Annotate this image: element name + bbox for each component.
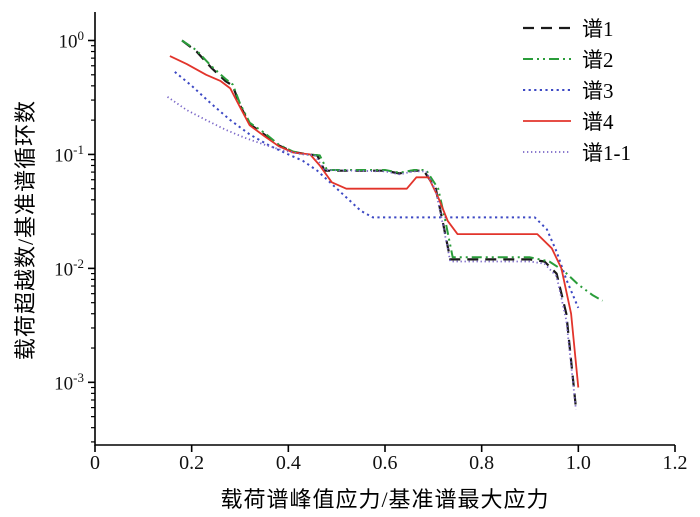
legend: 谱1 谱2 谱3 谱4 谱1-1: [522, 12, 631, 167]
legend-label: 谱4: [582, 109, 614, 134]
legend-item-5: 谱1-1: [522, 136, 631, 167]
x-tick-label: 0: [90, 452, 100, 474]
x-tick-label: 1.2: [662, 452, 688, 474]
legend-item-2: 谱2: [522, 43, 631, 74]
legend-label: 谱2: [582, 47, 614, 72]
series-line-1: [181, 39, 577, 408]
x-axis-title: 载荷谱峰值应力/基准谱最大应力: [220, 487, 550, 512]
series-line-3: [174, 71, 580, 309]
legend-label: 谱3: [582, 78, 614, 103]
x-tick-label: 0.2: [179, 452, 205, 474]
legend-line-sample: [523, 26, 571, 29]
legend-line-sample: [523, 88, 571, 91]
x-tick-label: 0.8: [469, 452, 495, 474]
legend-line-sample: [523, 150, 571, 153]
legend-line-sample: [523, 119, 571, 122]
legend-line-sample: [523, 57, 571, 60]
legend-item-3: 谱3: [522, 74, 631, 105]
x-tick-label: 1.0: [565, 452, 591, 474]
x-tick-label: 0.6: [372, 452, 398, 474]
x-tick-label: 0.4: [275, 452, 301, 474]
legend-label: 谱1-1: [582, 140, 631, 165]
legend-label: 谱1: [582, 16, 614, 41]
series-line-4: [169, 55, 580, 388]
y-tick-label: 10-3: [54, 370, 84, 395]
y-tick-label: 100: [58, 28, 85, 53]
legend-item-4: 谱4: [522, 105, 631, 136]
series-line-5: [166, 96, 577, 410]
legend-item-1: 谱1: [522, 12, 631, 43]
y-axis-title: 载荷超越数/基准谱循环数: [13, 99, 38, 361]
y-tick-label: 10-2: [54, 256, 84, 281]
y-tick-label: 10-1: [54, 142, 84, 167]
